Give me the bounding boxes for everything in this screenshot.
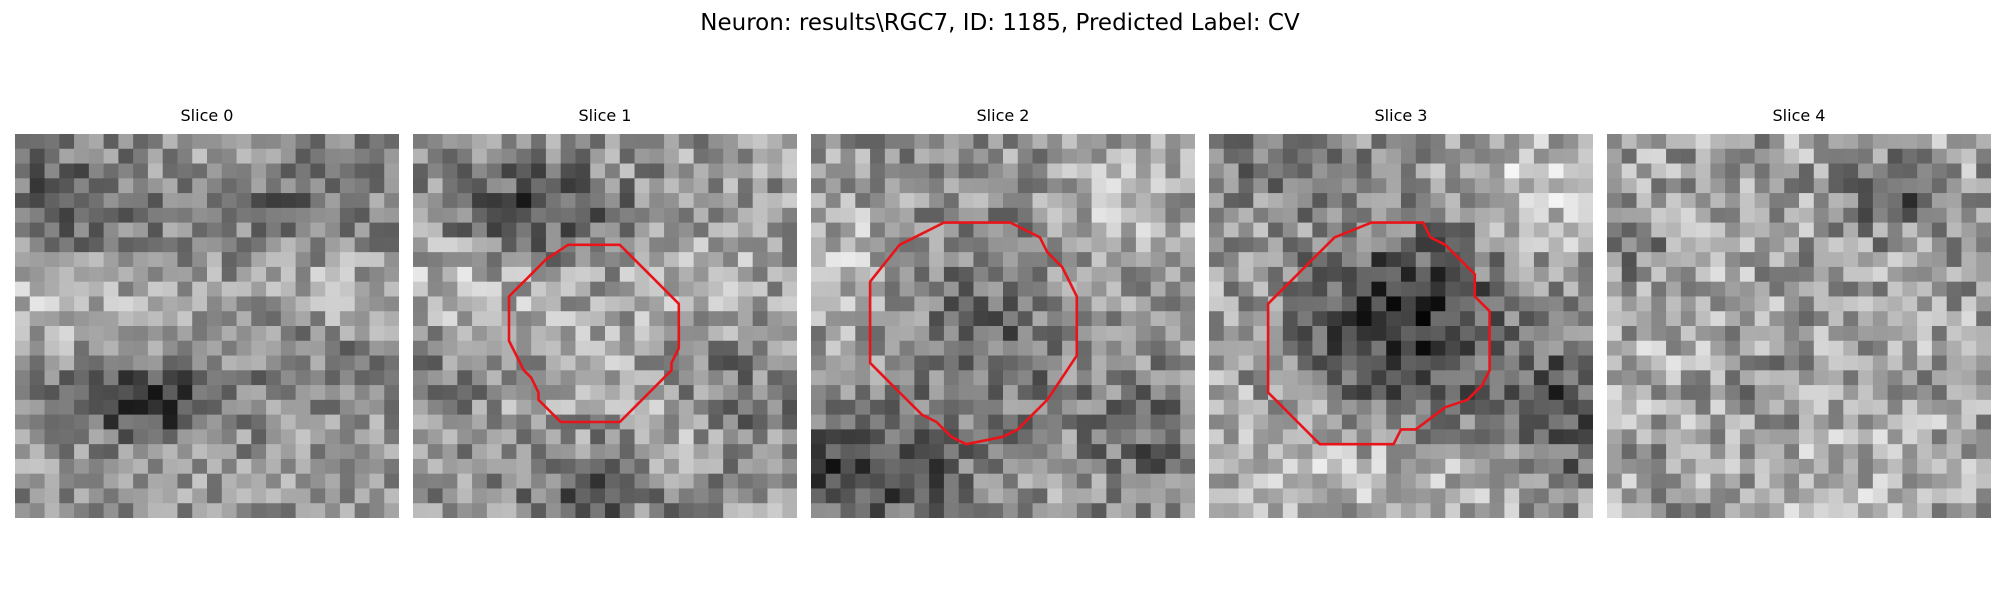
slice-title-2: Slice 2	[976, 106, 1030, 125]
slice-image-4	[1607, 134, 1991, 518]
slice-title-4: Slice 4	[1772, 106, 1826, 125]
slice-image-0	[15, 134, 399, 518]
roi-outline-3	[1266, 221, 1491, 446]
slice-title-0: Slice 0	[180, 106, 234, 125]
slice-image-1	[413, 134, 797, 518]
slice-image-3	[1209, 134, 1593, 518]
roi-outline-1	[507, 243, 681, 424]
figure-title: Neuron: results\RGC7, ID: 1185, Predicte…	[700, 10, 1300, 36]
slice-title-3: Slice 3	[1374, 106, 1428, 125]
roi-outline-2	[868, 221, 1079, 446]
slice-image-2	[811, 134, 1195, 518]
slice-title-1: Slice 1	[578, 106, 632, 125]
